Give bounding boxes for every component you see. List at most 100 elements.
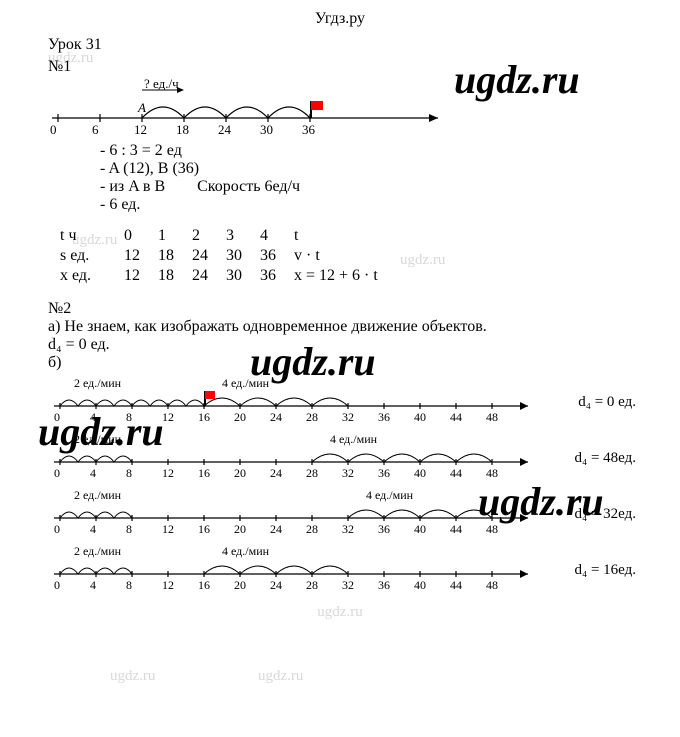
tick-label: 12 — [162, 578, 174, 593]
speed-right-label: 4 ед./мин — [366, 488, 413, 503]
tick-label: 28 — [306, 466, 318, 481]
tick-label: 36 — [378, 410, 390, 425]
speed-right-label: 4 ед./мин — [222, 544, 269, 559]
bullet-3: - из A в B Скорость 6ед/ч — [100, 178, 632, 196]
number-line-2: 048121620242832364044482 ед./мин4 ед./ми… — [48, 544, 540, 596]
table-cell: 12 — [124, 266, 158, 286]
tick-label: 12 — [134, 122, 147, 138]
table-cell: 3 — [226, 226, 260, 246]
tick-label: 48 — [486, 466, 498, 481]
bullet-1: - 6 : 3 = 2 ед — [100, 142, 632, 160]
tick-label: 20 — [234, 522, 246, 537]
tick-label: 36 — [302, 122, 315, 138]
table-cell: 36 — [260, 246, 294, 266]
tick-label: 4 — [90, 466, 96, 481]
lesson-title: Урок 31 — [48, 36, 632, 54]
tick-label: 8 — [126, 522, 132, 537]
table-cell: 1 — [158, 226, 192, 246]
table-cell: v · t — [294, 246, 396, 266]
table-cell: t — [294, 226, 396, 246]
tick-label: 12 — [162, 466, 174, 481]
tick-label: 24 — [218, 122, 231, 138]
tick-label: 28 — [306, 578, 318, 593]
tick-label: 24 — [270, 578, 282, 593]
tick-label: 8 — [126, 410, 132, 425]
tick-label: 32 — [342, 578, 354, 593]
tick-label: 6 — [92, 122, 99, 138]
tick-label: 16 — [198, 466, 210, 481]
tick-label: 44 — [450, 410, 462, 425]
number-lines-2: 048121620242832364044482 ед./мин4 ед./ми… — [48, 376, 632, 596]
content: Урок 31 №1 061218243036A? ед./ч - 6 : 3 … — [0, 28, 680, 596]
watermark: ugdz.ru — [258, 668, 303, 685]
tick-label: 24 — [270, 410, 282, 425]
tick-label: 20 — [234, 410, 246, 425]
bullet-4: - 6 ед. — [100, 196, 632, 214]
problem-2-text-b: б) — [48, 354, 632, 372]
problem-2-d4: d₄ = 0 ед. — [48, 336, 632, 354]
bullet-3a: - из A в B — [100, 178, 165, 195]
flag-icon — [311, 101, 323, 110]
number-line-1: 061218243036A? ед./ч — [48, 78, 448, 140]
number-line-2: 048121620242832364044482 ед./мин4 ед./ми… — [48, 432, 540, 484]
tick-label: 48 — [486, 578, 498, 593]
table-1: t ч01234ts ед.1218243036v · tx ед.121824… — [60, 226, 396, 286]
table-cell: 18 — [158, 266, 192, 286]
tick-label: 40 — [414, 466, 426, 481]
speed-left-label: 2 ед./мин — [74, 488, 121, 503]
tick-label: 8 — [126, 578, 132, 593]
problem-1-label: №1 — [48, 58, 632, 76]
tick-label: 0 — [54, 578, 60, 593]
table-cell: x ед. — [60, 266, 124, 286]
table-cell: 30 — [226, 266, 260, 286]
number-line-2: 048121620242832364044482 ед./мин4 ед./ми… — [48, 488, 540, 540]
tick-label: 24 — [270, 466, 282, 481]
speed-right-label: 4 ед./мин — [222, 376, 269, 391]
tick-label: 24 — [270, 522, 282, 537]
page-header: Угдз.ру — [0, 0, 680, 28]
tick-label: 4 — [90, 578, 96, 593]
tick-label: 32 — [342, 466, 354, 481]
tick-label: 28 — [306, 522, 318, 537]
table-cell: 30 — [226, 246, 260, 266]
table-row: x ед.1218243036x = 12 + 6 · t — [60, 266, 396, 286]
point-a-label: A — [138, 100, 146, 116]
tick-label: 16 — [198, 410, 210, 425]
table-cell: x = 12 + 6 · t — [294, 266, 396, 286]
tick-label: 48 — [486, 522, 498, 537]
tick-label: 4 — [90, 410, 96, 425]
bullet-3b: Скорость 6ед/ч — [197, 178, 300, 195]
tick-label: 16 — [198, 578, 210, 593]
table-cell: 2 — [192, 226, 226, 246]
tick-label: 0 — [54, 466, 60, 481]
tick-label: 36 — [378, 522, 390, 537]
table-cell: 0 — [124, 226, 158, 246]
tick-label: 32 — [342, 522, 354, 537]
tick-label: 48 — [486, 410, 498, 425]
tick-label: 36 — [378, 578, 390, 593]
table-cell: 36 — [260, 266, 294, 286]
table-cell: s ед. — [60, 246, 124, 266]
tick-label: 40 — [414, 578, 426, 593]
tick-label: 0 — [54, 410, 60, 425]
tick-label: 28 — [306, 410, 318, 425]
tick-label: 40 — [414, 522, 426, 537]
speed-label: ? ед./ч — [144, 76, 179, 92]
d-value-label: d₄ = 0 ед. — [578, 394, 636, 411]
d-value-label: d₄ = 32ед. — [574, 506, 636, 523]
problem-2-label: №2 — [48, 300, 632, 318]
speed-right-label: 4 ед./мин — [330, 432, 377, 447]
table-cell: 24 — [192, 246, 226, 266]
table-cell: t ч — [60, 226, 124, 246]
table-cell: 24 — [192, 266, 226, 286]
table-cell: 4 — [260, 226, 294, 246]
tick-label: 44 — [450, 466, 462, 481]
table-cell: 12 — [124, 246, 158, 266]
tick-label: 20 — [234, 466, 246, 481]
tick-label: 40 — [414, 410, 426, 425]
speed-left-label: 2 ед./мин — [74, 544, 121, 559]
tick-label: 4 — [90, 522, 96, 537]
table-row: s ед.1218243036v · t — [60, 246, 396, 266]
number-line-2: 048121620242832364044482 ед./мин4 ед./ми… — [48, 376, 540, 428]
tick-label: 12 — [162, 410, 174, 425]
